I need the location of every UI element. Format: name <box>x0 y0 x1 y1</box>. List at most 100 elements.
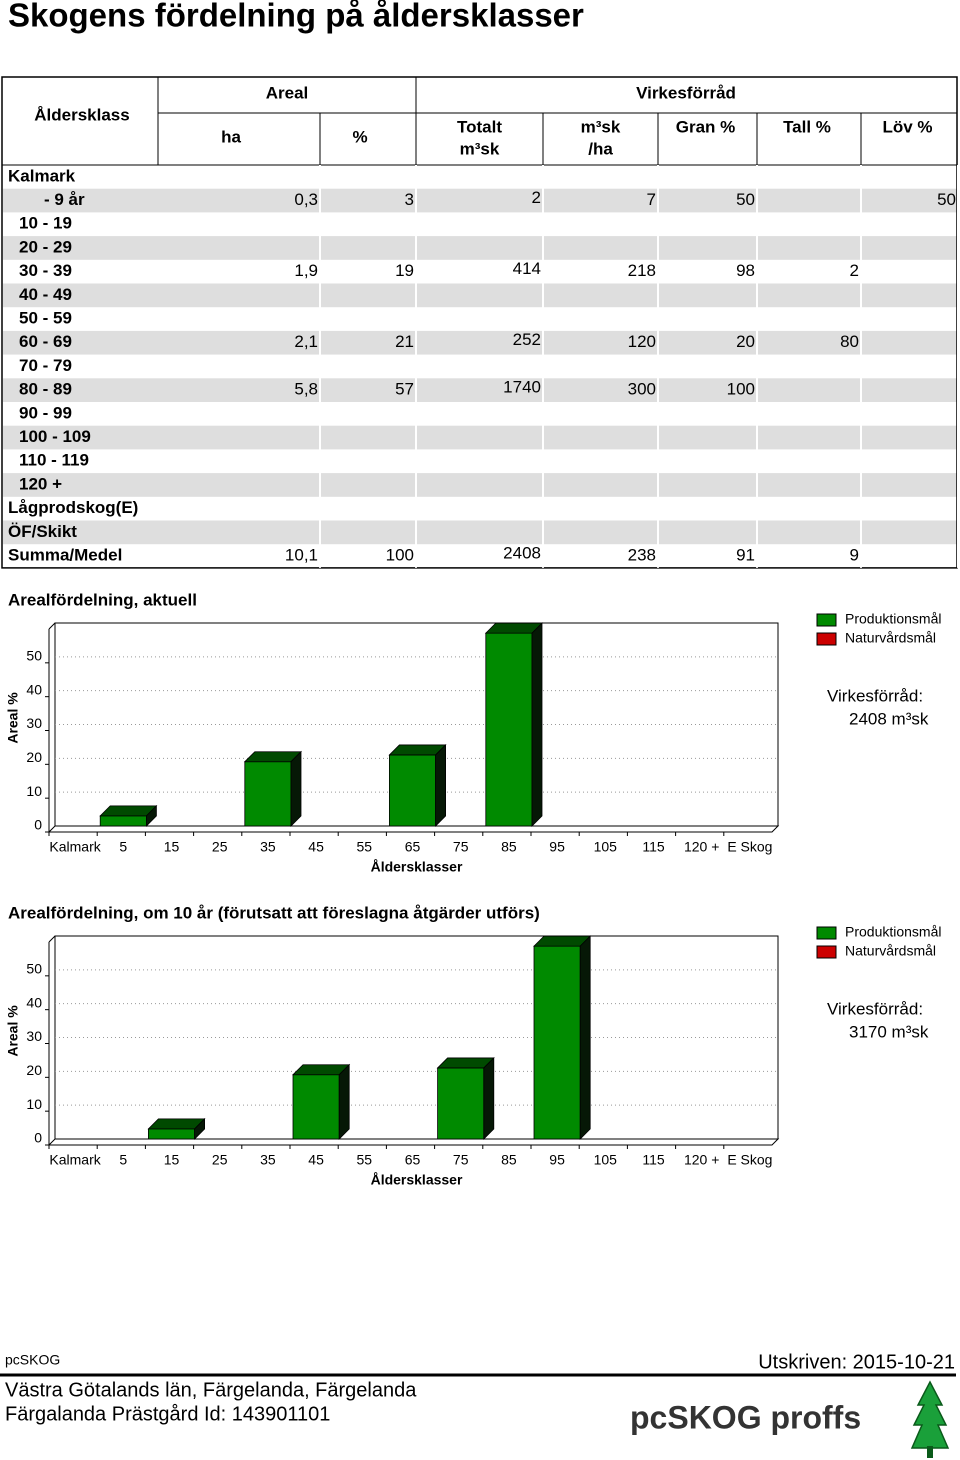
table-cell: 50 <box>937 190 956 209</box>
row-label: 120 + <box>19 474 62 493</box>
logo-tree <box>910 1380 950 1458</box>
row-label: ÖF/Skikt <box>8 522 77 541</box>
y-tick-label: 30 <box>26 1028 42 1044</box>
table-cell: 252 <box>513 330 541 349</box>
table-cell: 1740 <box>503 378 541 397</box>
x-tick-label: 105 <box>594 839 618 855</box>
y-tick-label: 0 <box>34 1130 42 1146</box>
bar <box>533 945 581 1140</box>
row-label: 30 - 39 <box>19 261 72 280</box>
y-tick-label: 50 <box>26 961 42 977</box>
bar <box>244 761 292 827</box>
bar <box>292 1074 340 1140</box>
row-stripe <box>3 378 957 402</box>
bar-side <box>435 743 447 827</box>
x-tick-label: 95 <box>549 1152 565 1168</box>
x-tick-label: 5 <box>119 839 127 855</box>
row-label: 70 - 79 <box>19 356 72 375</box>
bar <box>485 632 533 827</box>
legend-swatch <box>816 945 837 959</box>
x-tick-label: 5 <box>119 1152 127 1168</box>
x-tick-label: 15 <box>164 839 180 855</box>
header-cell: ha <box>221 127 241 146</box>
plot-floor <box>47 1138 780 1146</box>
footer-app: pcSKOG <box>5 1352 60 1368</box>
row-stripe <box>3 188 957 213</box>
table-cell: 10,1 <box>285 546 318 565</box>
row-stripe <box>3 236 957 260</box>
header-cell: Gran % <box>676 117 736 136</box>
bar-side <box>483 1056 495 1140</box>
bar-side <box>290 750 302 827</box>
table-cell: 2,1 <box>294 332 318 351</box>
table-cell: 1,9 <box>294 261 318 280</box>
bar <box>147 1128 195 1140</box>
header-cell: Totalt <box>457 117 502 136</box>
x-tick-label: 35 <box>260 1152 276 1168</box>
table-cell: 300 <box>628 380 656 399</box>
bar-side <box>194 1117 206 1140</box>
row-label: - 9 år <box>44 190 85 209</box>
header-cell: /ha <box>588 139 613 158</box>
x-tick-label: Kalmark <box>49 1152 101 1168</box>
row-label: 60 - 69 <box>19 332 72 351</box>
bar <box>99 815 147 827</box>
row-label: 100 - 109 <box>19 427 91 446</box>
table-cell: 21 <box>395 332 414 351</box>
table-cell: 2 <box>850 261 859 280</box>
x-tick-label: 115 <box>642 1152 665 1168</box>
y-tick-label: 40 <box>26 994 42 1010</box>
table-cell: 9 <box>850 546 859 565</box>
plot-wall <box>48 622 56 630</box>
stock-value: 3170 m³sk <box>849 1022 929 1041</box>
legend-swatch <box>816 613 837 627</box>
table-cell: 80 <box>840 332 859 351</box>
x-tick-label: E Skog <box>727 839 772 855</box>
x-tick-label: 75 <box>453 839 469 855</box>
table-cell: 19 <box>395 261 414 280</box>
y-tick-label: 50 <box>26 648 42 664</box>
x-tick-label: 55 <box>357 839 373 855</box>
footer-logo: pcSKOG proffs <box>630 1399 861 1435</box>
stock-label: Virkesförråd: <box>827 686 923 705</box>
stock-value: 2408 m³sk <box>849 709 929 728</box>
bar-side <box>145 804 157 827</box>
x-axis-label: Åldersklasser <box>371 859 463 875</box>
table-cell: 91 <box>736 546 755 565</box>
x-tick-label: 45 <box>308 839 324 855</box>
table-cell: 98 <box>736 261 755 280</box>
x-tick-label: 120 + <box>684 839 719 855</box>
x-tick-label: 75 <box>453 1152 469 1168</box>
x-tick-label: 45 <box>308 1152 324 1168</box>
x-tick-label: 105 <box>594 1152 618 1168</box>
x-tick-label: 35 <box>260 839 276 855</box>
table-cell: 0,3 <box>294 190 318 209</box>
bar-side <box>338 1063 350 1140</box>
footer-location: Västra Götalands län, Färgelanda, Färgel… <box>5 1379 417 1401</box>
table-cell: 100 <box>727 380 755 399</box>
row-label: 80 - 89 <box>19 380 72 399</box>
x-tick-label: 65 <box>405 839 421 855</box>
table-cell: 50 <box>736 190 755 209</box>
legend-label: Naturvårdsmål <box>845 630 936 646</box>
y-tick-label: 20 <box>26 1062 42 1078</box>
y-tick-label: 20 <box>26 749 42 765</box>
table-cell: 2 <box>532 188 541 207</box>
legend-label: Naturvårdsmål <box>845 943 936 959</box>
row-label: 90 - 99 <box>19 403 72 422</box>
header-cell: Tall % <box>783 117 831 136</box>
footer-property: Färgalanda Prästgård Id: 143901101 <box>5 1403 330 1425</box>
bar-side <box>531 622 543 827</box>
x-tick-label: 85 <box>501 839 517 855</box>
footer-printed: Utskriven: 2015-10-21 <box>758 1351 955 1373</box>
table-cell: 414 <box>513 259 541 278</box>
y-axis-label: Areal % <box>5 1005 21 1057</box>
row-label: Kalmark <box>8 166 76 185</box>
y-tick-label: 0 <box>34 817 42 833</box>
plot-wall <box>48 935 56 943</box>
row-stripe <box>3 473 957 497</box>
x-tick-label: 25 <box>212 1152 228 1168</box>
header-cell: m³sk <box>460 139 500 158</box>
row-label: 110 - 119 <box>19 451 89 470</box>
